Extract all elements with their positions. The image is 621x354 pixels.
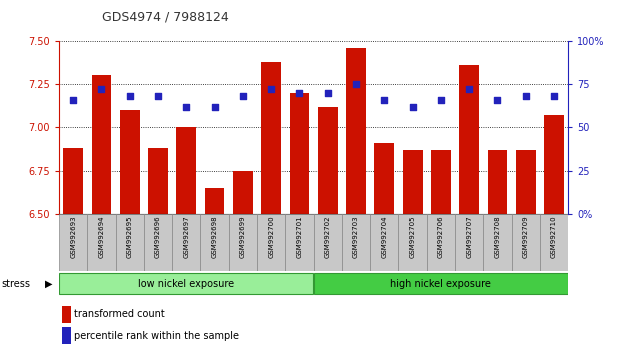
Bar	[172, 214, 201, 271]
Bar	[205, 188, 225, 214]
Bar	[289, 93, 309, 214]
Bar	[176, 127, 196, 214]
Bar	[516, 150, 536, 214]
Text: GSM992693: GSM992693	[70, 216, 76, 258]
Text: GSM992704: GSM992704	[381, 216, 388, 258]
Text: GSM992709: GSM992709	[523, 216, 528, 258]
Bar	[370, 214, 399, 271]
Bar	[229, 214, 257, 271]
Point	[210, 104, 220, 109]
Bar	[314, 214, 342, 271]
Point	[379, 97, 389, 103]
Bar	[318, 107, 338, 214]
Point	[266, 86, 276, 92]
Text: GSM992696: GSM992696	[155, 216, 161, 258]
Bar	[374, 143, 394, 214]
Text: stress: stress	[2, 279, 31, 289]
Bar	[59, 273, 314, 294]
Text: GSM992699: GSM992699	[240, 216, 246, 258]
Bar	[120, 110, 140, 214]
Bar	[61, 306, 71, 322]
Bar	[261, 62, 281, 214]
Point	[351, 81, 361, 87]
Text: GDS4974 / 7988124: GDS4974 / 7988124	[102, 11, 229, 24]
Text: percentile rank within the sample: percentile rank within the sample	[75, 331, 239, 341]
Text: GSM992695: GSM992695	[127, 216, 133, 258]
Text: GSM992705: GSM992705	[410, 216, 415, 258]
Point	[238, 93, 248, 99]
Point	[521, 93, 531, 99]
Bar	[148, 148, 168, 214]
Bar	[487, 150, 507, 214]
Bar	[512, 214, 540, 271]
Point	[407, 104, 417, 109]
Point	[549, 93, 559, 99]
Bar	[91, 75, 111, 214]
Text: GSM992694: GSM992694	[99, 216, 104, 258]
Bar	[402, 150, 422, 214]
Point	[153, 93, 163, 99]
Bar	[201, 214, 229, 271]
Bar	[544, 115, 564, 214]
Bar	[285, 214, 314, 271]
Bar	[257, 214, 285, 271]
Bar	[342, 214, 370, 271]
Text: GSM992700: GSM992700	[268, 216, 274, 258]
Bar	[346, 48, 366, 214]
Text: GSM992710: GSM992710	[551, 216, 557, 258]
Bar	[455, 214, 483, 271]
Bar	[61, 327, 71, 344]
Bar	[116, 214, 144, 271]
Bar	[233, 171, 253, 214]
Point	[436, 97, 446, 103]
Text: high nickel exposure: high nickel exposure	[391, 279, 491, 289]
Point	[125, 93, 135, 99]
Bar	[460, 65, 479, 214]
Bar	[540, 214, 568, 271]
Point	[492, 97, 502, 103]
Bar	[427, 214, 455, 271]
Text: GSM992697: GSM992697	[183, 216, 189, 258]
Point	[181, 104, 191, 109]
Point	[323, 90, 333, 96]
Text: transformed count: transformed count	[75, 309, 165, 319]
Bar	[144, 214, 172, 271]
Text: GSM992702: GSM992702	[325, 216, 331, 258]
Bar	[88, 214, 116, 271]
Text: ▶: ▶	[45, 279, 53, 289]
Bar	[63, 148, 83, 214]
Text: GSM992701: GSM992701	[296, 216, 302, 258]
Point	[465, 86, 474, 92]
Point	[294, 90, 304, 96]
Text: GSM992706: GSM992706	[438, 216, 444, 258]
Point	[68, 97, 78, 103]
Bar	[483, 214, 512, 271]
Bar	[59, 214, 88, 271]
Bar	[314, 273, 568, 294]
Text: GSM992707: GSM992707	[466, 216, 472, 258]
Bar	[399, 214, 427, 271]
Text: GSM992708: GSM992708	[494, 216, 501, 258]
Text: low nickel exposure: low nickel exposure	[138, 279, 234, 289]
Text: GSM992703: GSM992703	[353, 216, 359, 258]
Point	[96, 86, 106, 92]
Text: GSM992698: GSM992698	[212, 216, 217, 258]
Bar	[431, 150, 451, 214]
